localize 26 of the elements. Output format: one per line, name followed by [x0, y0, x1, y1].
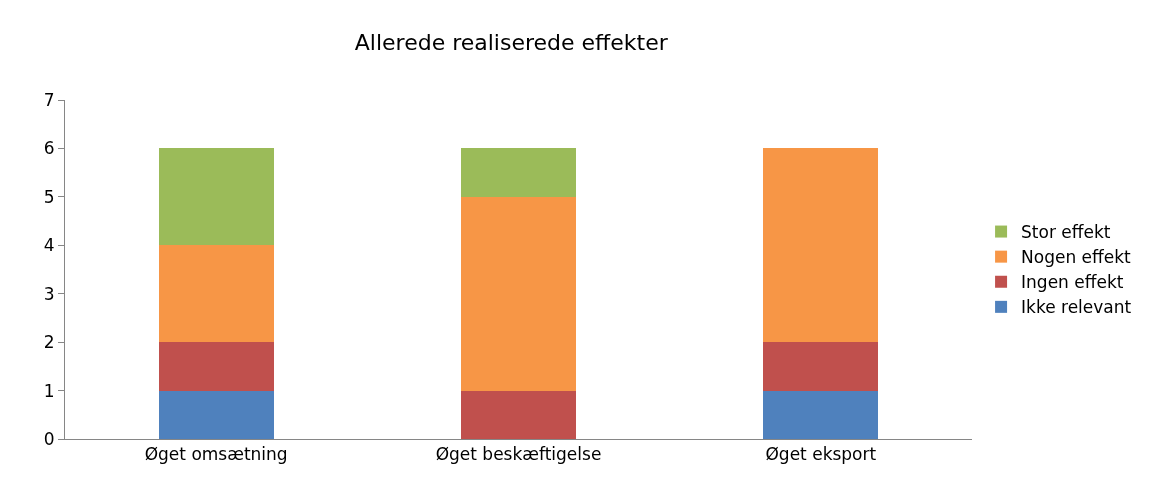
bar [158, 342, 274, 391]
x-tick-label: Øget omsætning [144, 444, 288, 465]
bar [461, 196, 576, 391]
bar [158, 390, 274, 439]
legend-label: Nogen effekt [1021, 247, 1132, 268]
chart-title: Allerede realiserede effekter [354, 29, 669, 55]
bar [461, 390, 576, 439]
y-tick-label: 2 [43, 332, 55, 353]
y-tick-label: 0 [43, 428, 55, 449]
y-tick-label: 5 [43, 186, 55, 207]
bar [158, 245, 274, 343]
y-tick-label: 7 [43, 89, 55, 110]
legend-label: Ingen effekt [1021, 272, 1124, 293]
bar [461, 148, 576, 197]
legend-label: Ikke relevant [1021, 297, 1132, 318]
bar [763, 342, 879, 391]
x-tick-label: Øget beskæftigelse [435, 444, 602, 465]
bar [763, 390, 879, 439]
legend-label: Stor effekt [1021, 222, 1111, 243]
bar [763, 148, 879, 343]
y-tick-label: 1 [43, 380, 55, 401]
y-tick-label: 4 [43, 235, 55, 256]
y-tick-label: 3 [43, 283, 55, 304]
bar [158, 148, 274, 246]
x-tick-label: Øget eksport [765, 444, 877, 465]
y-tick-label: 6 [43, 138, 55, 159]
